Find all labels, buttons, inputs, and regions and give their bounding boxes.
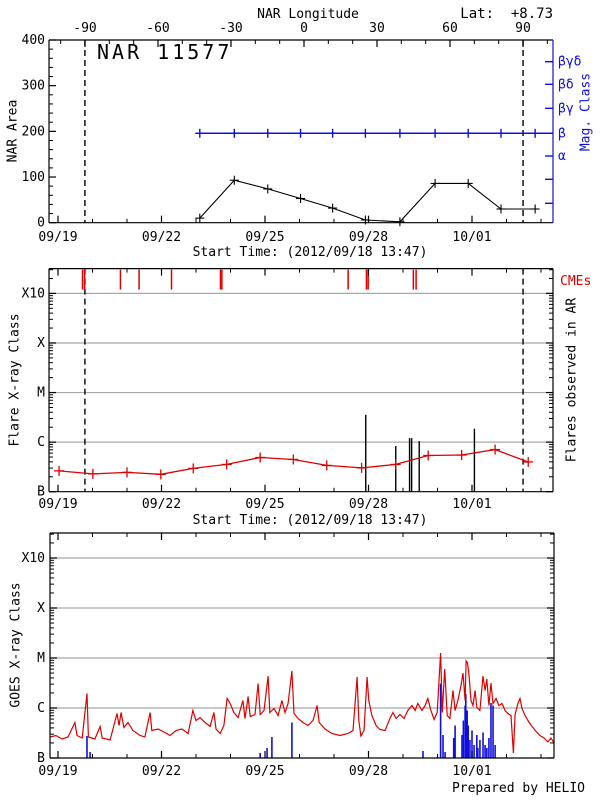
- x-tick-label: 10/01: [452, 497, 491, 512]
- mag-class-tick-label: β: [558, 126, 566, 141]
- start-time-label-middle: Start Time: (2012/09/18 13:47): [192, 513, 428, 528]
- flares-observed-axis-title: Flares observed in AR: [564, 297, 580, 463]
- area-tick-label: 400: [22, 33, 45, 48]
- cmes-label: CMEs: [560, 274, 592, 289]
- longitude-tick-label: 30: [369, 21, 385, 36]
- longitude-tick-label: -90: [73, 21, 96, 36]
- y-tick-label: X: [37, 336, 45, 351]
- x-tick-label: 09/25: [245, 497, 284, 512]
- y-tick-label: X: [37, 601, 45, 616]
- area-tick-label: 300: [22, 79, 45, 94]
- flare-xray-axis-title: Flare X-ray Class: [7, 313, 23, 447]
- longitude-tick-label: 90: [515, 21, 531, 36]
- mag-class-tick-label: βδ: [558, 77, 574, 92]
- y-tick-label: B: [37, 485, 45, 500]
- y-tick-label: X10: [22, 551, 45, 566]
- mag-class-axis-title: Mag. Class: [578, 72, 594, 152]
- p1-x-tick-label: 09/22: [142, 230, 181, 245]
- area-tick-label: 100: [22, 170, 45, 185]
- mag-class-tick-label: βγδ: [558, 55, 581, 70]
- x-tick-label: 10/01: [452, 764, 491, 779]
- area-tick-label: 200: [22, 124, 45, 139]
- x-tick-label: 09/28: [349, 764, 388, 779]
- x-tick-label: 09/19: [38, 497, 77, 512]
- x-tick-label: 09/19: [38, 764, 77, 779]
- start-time-label-top: Start Time: (2012/09/18 13:47): [192, 245, 428, 260]
- p1-x-tick-label: 09/28: [349, 230, 388, 245]
- goes-xray-axis-title: GOES X-ray Class: [8, 582, 24, 708]
- page-title: NAR 11577: [97, 40, 233, 64]
- longitude-axis-title: NAR Longitude: [257, 7, 359, 22]
- mag-class-tick-label: α: [558, 149, 566, 164]
- y-tick-label: C: [37, 435, 45, 450]
- nar-area-curve: [199, 179, 536, 223]
- y-tick-label: B: [37, 751, 45, 766]
- y-tick-label: M: [37, 651, 45, 666]
- longitude-tick-label: -30: [219, 21, 242, 36]
- y-tick-label: X10: [22, 286, 45, 301]
- x-tick-label: 09/22: [142, 764, 181, 779]
- area-tick-label: 0: [37, 216, 45, 231]
- longitude-tick-label: 0: [300, 21, 308, 36]
- longitude-tick-label: 60: [442, 21, 458, 36]
- p1-x-tick-label: 09/25: [245, 230, 284, 245]
- x-tick-label: 09/28: [349, 497, 388, 512]
- latitude-value: Lat: +8.73: [460, 6, 553, 22]
- nar-area-axis-title: NAR Area: [5, 99, 21, 163]
- prepared-by-credit: Prepared by HELIO: [451, 781, 585, 796]
- x-tick-label: 09/22: [142, 497, 181, 512]
- y-tick-label: M: [37, 386, 45, 401]
- p1-x-tick-label: 10/01: [452, 230, 491, 245]
- x-tick-label: 09/25: [245, 764, 284, 779]
- p1-x-tick-label: 09/19: [38, 230, 77, 245]
- y-tick-label: C: [37, 701, 45, 716]
- goes-flux-curve: [49, 652, 555, 754]
- longitude-tick-label: -60: [146, 21, 169, 36]
- mag-class-tick-label: βγ: [558, 101, 574, 116]
